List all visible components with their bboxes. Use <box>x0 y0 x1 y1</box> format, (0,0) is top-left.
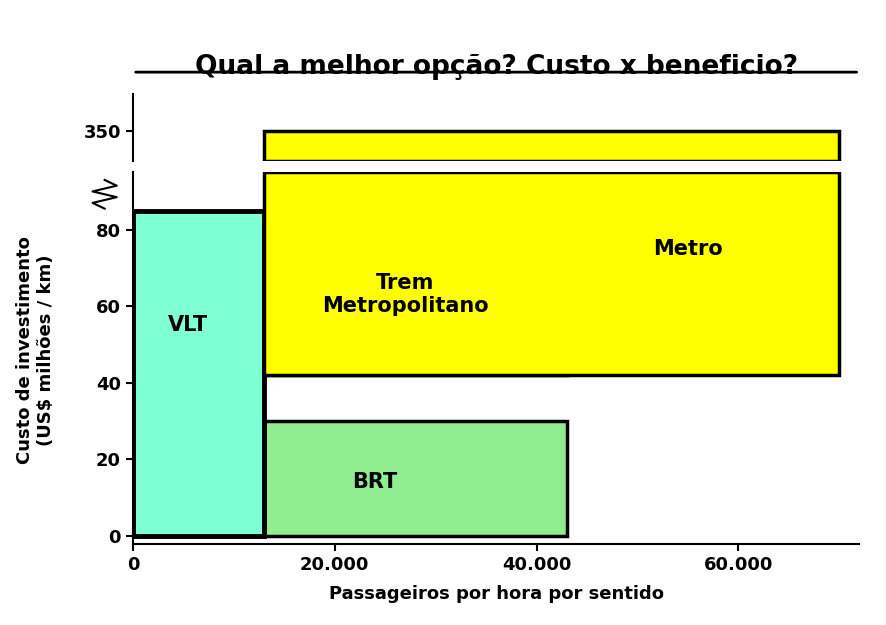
Text: Metro: Metro <box>653 239 723 259</box>
Text: BRT: BRT <box>353 472 398 492</box>
Text: Trem
Metropolitano: Trem Metropolitano <box>322 273 489 316</box>
Text: Custo de investimento
(US$ milhões / km): Custo de investimento (US$ milhões / km) <box>16 236 55 464</box>
Title: Qual a melhor opção? Custo x beneficio?: Qual a melhor opção? Custo x beneficio? <box>195 54 797 80</box>
Bar <box>264 173 839 375</box>
Bar <box>264 211 567 375</box>
Bar <box>133 421 567 536</box>
Bar <box>133 211 264 536</box>
Text: VLT: VLT <box>168 316 208 336</box>
X-axis label: Passageiros por hora por sentido: Passageiros por hora por sentido <box>329 584 664 602</box>
Bar <box>264 131 839 161</box>
